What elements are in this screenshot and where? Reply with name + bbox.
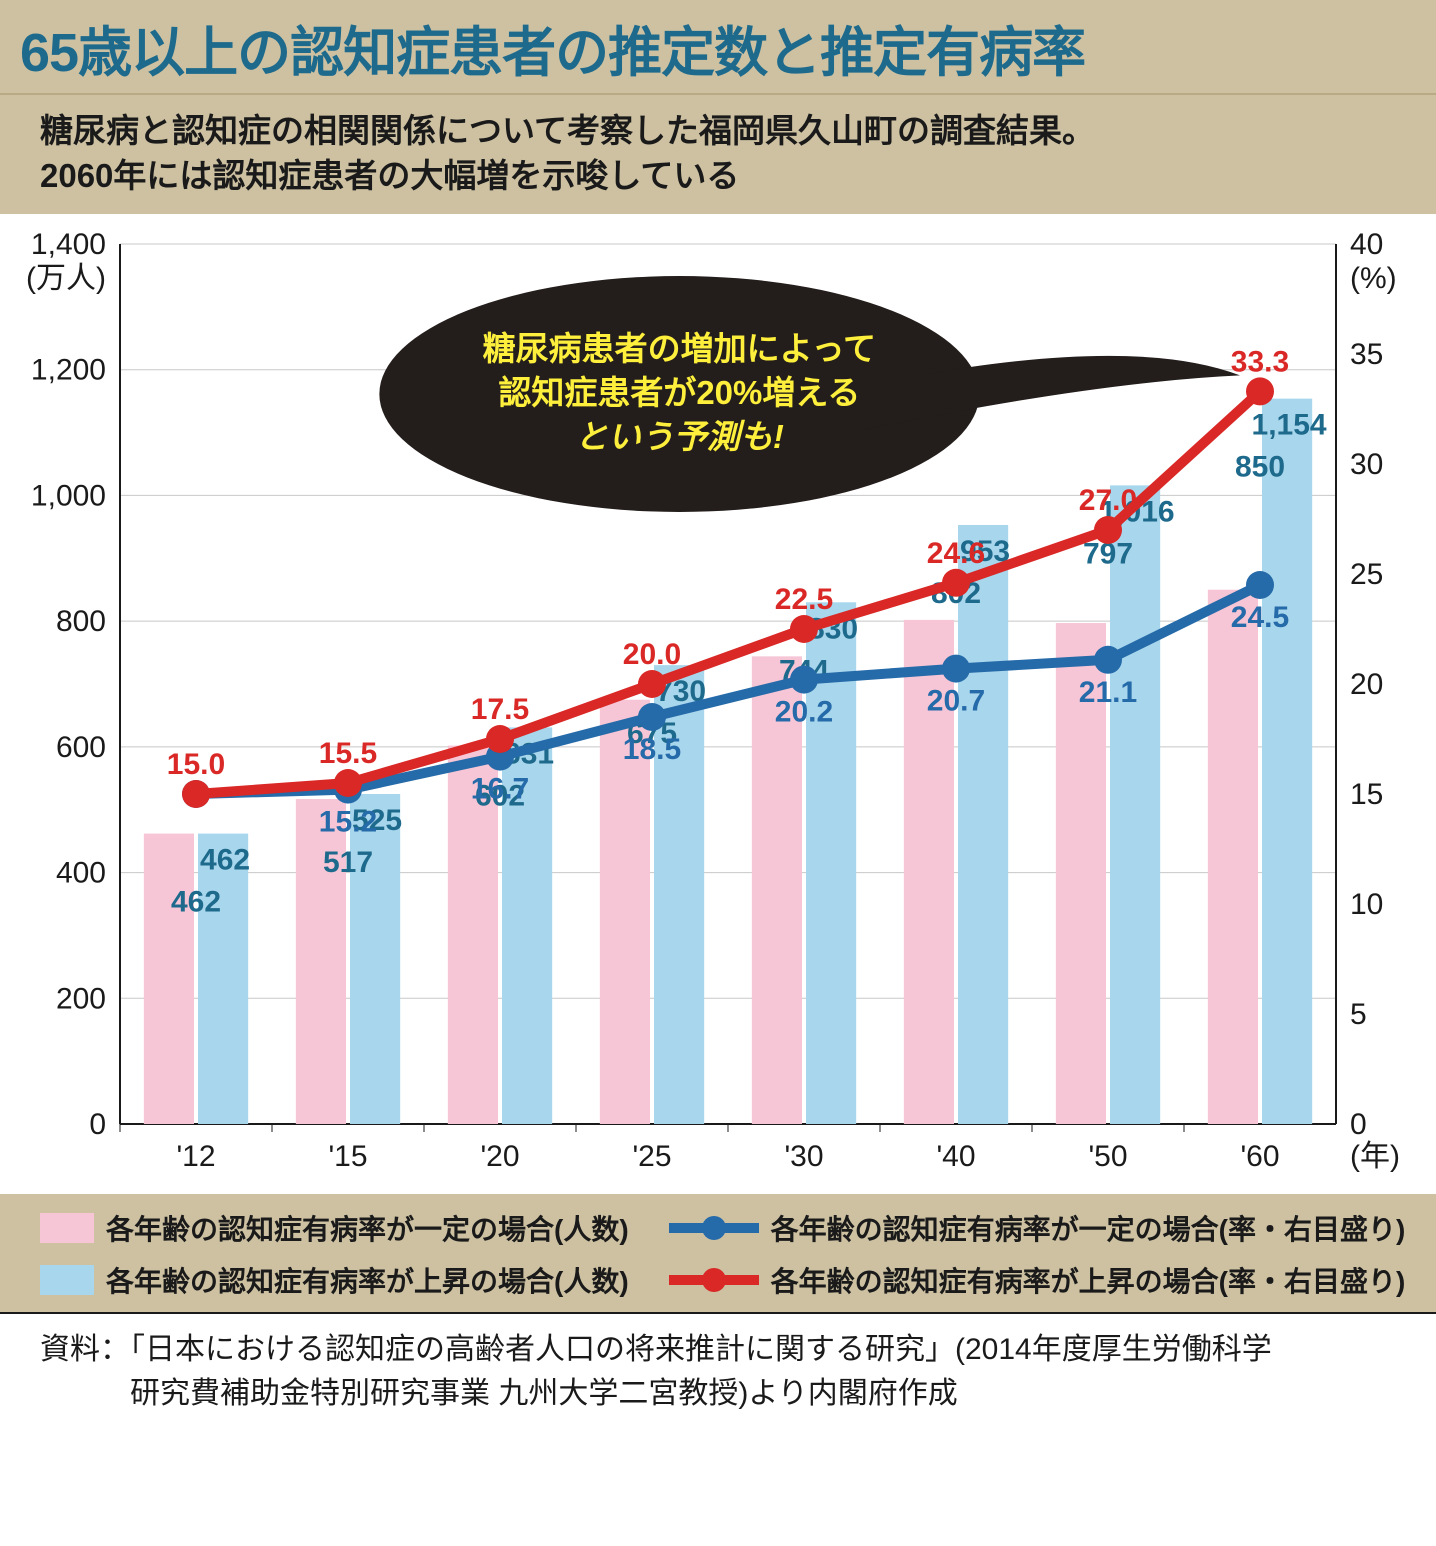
svg-text:400: 400	[56, 857, 106, 890]
source-block: 資料：「日本における認知症の高齢者人口の将来推計に関する研究」(2014年度厚生…	[0, 1312, 1436, 1439]
legend-item-pink: 各年齢の認知症有病率が一定の場合(人数)	[40, 1208, 629, 1248]
svg-text:1,400: 1,400	[31, 228, 106, 261]
svg-text:0: 0	[1350, 1108, 1367, 1141]
svg-text:'40: '40	[936, 1140, 975, 1173]
legend-label: 各年齢の認知症有病率が一定の場合(率・右目盛り)	[771, 1208, 1406, 1248]
subtitle-line2: 2060年には認知症患者の大幅増を示唆している	[40, 157, 739, 194]
svg-text:'15: '15	[328, 1140, 367, 1173]
svg-text:20.7: 20.7	[927, 685, 985, 718]
legend: 各年齢の認知症有病率が一定の場合(人数) 各年齢の認知症有病率が一定の場合(率・…	[0, 1194, 1436, 1312]
svg-text:0: 0	[89, 1108, 106, 1141]
source-line1: 「日本における認知症の高齢者人口の将来推計に関する研究」(2014年度厚生労働科…	[130, 1333, 1272, 1366]
svg-text:'12: '12	[176, 1140, 215, 1173]
svg-text:22.5: 22.5	[775, 583, 833, 616]
legend-item-blue-line: 各年齢の認知症有病率が一定の場合(率・右目盛り)	[669, 1208, 1406, 1248]
legend-swatch-lightblue	[40, 1265, 94, 1295]
svg-text:462: 462	[171, 886, 221, 919]
svg-text:850: 850	[1235, 451, 1285, 484]
svg-text:800: 800	[56, 605, 106, 638]
svg-text:17.5: 17.5	[471, 693, 529, 726]
svg-text:(万人): (万人)	[26, 262, 106, 295]
svg-text:5: 5	[1350, 998, 1367, 1031]
svg-text:24.5: 24.5	[1231, 601, 1289, 634]
source-line2: 研究費補助金特別研究事業 九州大学二宮教授)より内閣府作成	[130, 1377, 958, 1410]
svg-text:という予測も!: という予測も!	[575, 418, 784, 455]
legend-item-lightblue: 各年齢の認知症有病率が上昇の場合(人数)	[40, 1260, 629, 1300]
chart-area: 0 200 400 600 800 1,000 1,200 1,400(万人) 0 5 10 15 20…	[0, 214, 1436, 1194]
svg-text:(年): (年)	[1350, 1140, 1400, 1173]
legend-item-red-line: 各年齢の認知症有病率が上昇の場合(率・右目盛り)	[669, 1260, 1406, 1300]
infographic-page: 65歳以上の認知症患者の推定数と推定有病率 糖尿病と認知症の相関関係について考察…	[0, 0, 1436, 1439]
svg-text:25: 25	[1350, 558, 1383, 591]
svg-text:15.0: 15.0	[167, 748, 225, 781]
legend-swatch-pink	[40, 1213, 94, 1243]
svg-text:15: 15	[1350, 778, 1383, 811]
svg-text:'20: '20	[480, 1140, 519, 1173]
subtitle-bar: 糖尿病と認知症の相関関係について考察した福岡県久山町の調査結果。 2060年には…	[0, 95, 1436, 214]
page-title: 65歳以上の認知症患者の推定数と推定有病率	[20, 8, 1416, 87]
source-prefix: 資料：	[40, 1333, 130, 1366]
legend-label: 各年齢の認知症有病率が一定の場合(人数)	[106, 1208, 629, 1248]
svg-text:'60: '60	[1240, 1140, 1279, 1173]
svg-text:200: 200	[56, 982, 106, 1015]
svg-text:糖尿病患者の増加によって: 糖尿病患者の増加によって	[483, 330, 876, 367]
svg-text:24.6: 24.6	[927, 537, 985, 570]
svg-text:15.2: 15.2	[319, 806, 377, 839]
svg-text:認知症患者が20%増える: 認知症患者が20%増える	[498, 374, 860, 411]
svg-text:20.2: 20.2	[775, 696, 833, 729]
svg-text:1,200: 1,200	[31, 354, 106, 387]
svg-text:20.0: 20.0	[623, 638, 681, 671]
svg-text:600: 600	[56, 731, 106, 764]
subtitle-line1: 糖尿病と認知症の相関関係について考察した福岡県久山町の調査結果。	[40, 112, 1095, 149]
svg-text:'50: '50	[1088, 1140, 1127, 1173]
svg-text:1,000: 1,000	[31, 480, 106, 513]
title-bar: 65歳以上の認知症患者の推定数と推定有病率	[0, 0, 1436, 95]
legend-line-red-icon	[669, 1265, 759, 1295]
svg-text:30: 30	[1350, 448, 1383, 481]
svg-text:35: 35	[1350, 338, 1383, 371]
svg-text:16.7: 16.7	[471, 773, 529, 806]
svg-text:517: 517	[323, 846, 373, 879]
svg-text:'25: '25	[632, 1140, 671, 1173]
svg-text:21.1: 21.1	[1079, 676, 1137, 709]
svg-text:27.0: 27.0	[1079, 484, 1137, 517]
svg-text:18.5: 18.5	[623, 733, 681, 766]
svg-text:15.5: 15.5	[319, 737, 377, 770]
legend-line-blue-icon	[669, 1213, 759, 1243]
legend-label: 各年齢の認知症有病率が上昇の場合(人数)	[106, 1260, 629, 1300]
svg-text:20: 20	[1350, 668, 1383, 701]
chart-svg: 0 200 400 600 800 1,000 1,200 1,400(万人) 0 5 10 15 20…	[0, 214, 1436, 1194]
svg-text:40: 40	[1350, 228, 1383, 261]
legend-label: 各年齢の認知症有病率が上昇の場合(率・右目盛り)	[771, 1260, 1406, 1300]
svg-text:33.3: 33.3	[1231, 345, 1289, 378]
svg-text:10: 10	[1350, 888, 1383, 921]
svg-text:(%): (%)	[1350, 262, 1397, 295]
svg-text:462: 462	[200, 844, 250, 877]
svg-text:'30: '30	[784, 1140, 823, 1173]
svg-text:1,154: 1,154	[1252, 409, 1327, 442]
